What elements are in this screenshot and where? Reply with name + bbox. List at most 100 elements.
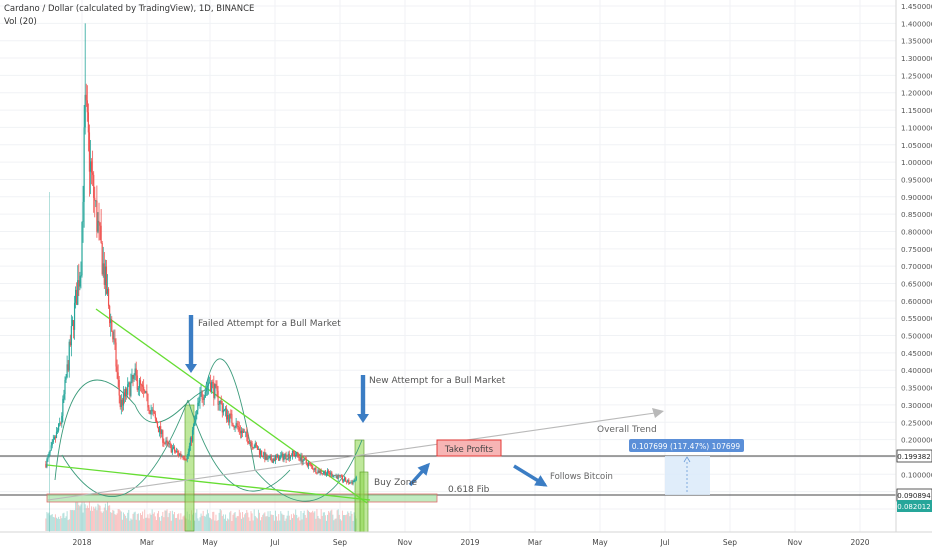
candle-body [161, 430, 163, 434]
volume-bar [149, 513, 151, 531]
volume-bar [319, 519, 321, 531]
volume-bar [122, 512, 124, 531]
candle-body [210, 382, 212, 392]
candle-body [225, 408, 228, 420]
volume-bar [146, 517, 148, 531]
volume-bar [72, 510, 74, 531]
volume-bar [51, 514, 53, 531]
volume-bar [248, 517, 250, 531]
volume-bar [327, 514, 329, 531]
volume-bar [256, 518, 258, 531]
candle-body [93, 174, 95, 198]
volume-bar [65, 516, 67, 531]
volume-bar [313, 512, 315, 531]
candle-body [76, 289, 78, 305]
price-tag-label: 0.090894 [897, 492, 931, 500]
volume-bar [170, 520, 172, 531]
time-axis[interactable]: 2018 Mar May Jul Sep Nov 2019 Mar May Jul Sep Nov 20… [0, 531, 932, 547]
volume-bar [183, 515, 185, 531]
volume-bar [278, 514, 280, 531]
volume-bar [48, 512, 50, 531]
volume-bar [87, 507, 89, 531]
volume-bar [156, 513, 158, 531]
y-tick-label: 1.450000 [901, 2, 932, 11]
candle-body [180, 453, 182, 456]
candle-body [282, 453, 284, 460]
candle-body [101, 242, 103, 275]
candle-body [227, 414, 229, 420]
candle-body [83, 127, 85, 202]
candle-body [196, 410, 198, 415]
volume-bar [196, 509, 198, 531]
candle-body [262, 455, 264, 457]
candle-body [51, 442, 53, 446]
candle-body [311, 464, 313, 467]
volume-bar [76, 502, 78, 531]
candle-body [139, 380, 142, 385]
y-tick-label: 0.400000 [901, 366, 932, 375]
volume-bar [232, 514, 234, 531]
price-axis[interactable]: 1.450000 1.400000 1.350000 1.300000 1.250000… [895, 0, 932, 532]
candle-body [295, 454, 297, 456]
candle-body [241, 430, 244, 433]
candle-body [333, 475, 335, 477]
volume-bar [110, 512, 112, 531]
volume-bar [95, 506, 97, 531]
candle-body [193, 424, 195, 430]
y-tick-label: 0.300000 [901, 401, 932, 410]
volume-bar [259, 512, 261, 531]
volume-bar [118, 509, 120, 531]
candle-body [287, 453, 289, 460]
candle-body [118, 379, 120, 396]
candle-body [336, 475, 338, 479]
candle-body [347, 479, 349, 483]
candle-body [290, 455, 293, 457]
volume-bar [86, 505, 88, 531]
candle-body [248, 442, 250, 444]
candle-body [297, 452, 299, 456]
candle-body [65, 377, 67, 380]
volume-bar [144, 509, 146, 531]
candle-body [199, 392, 201, 401]
candle-body [309, 463, 312, 465]
candle-body [220, 400, 222, 404]
volume-bar [167, 517, 169, 531]
candle-body [178, 452, 180, 456]
candle-body [275, 456, 278, 458]
candle-body [205, 387, 207, 392]
volume-bar [129, 520, 131, 531]
volume-bar [240, 518, 242, 531]
volume-bar [218, 512, 220, 531]
candle-body [323, 471, 325, 473]
volume-bar [341, 510, 343, 531]
candle-body [194, 421, 196, 425]
candle-body [121, 399, 123, 406]
volume-bar [55, 517, 57, 531]
volume-bar [112, 509, 114, 531]
candle-body [317, 470, 319, 474]
candle-body [320, 470, 322, 474]
volume-bar [107, 501, 109, 531]
candle-body [145, 391, 147, 393]
candle-body [304, 457, 306, 460]
volume-bar [263, 513, 265, 531]
candle-body [342, 480, 345, 482]
volume-bar [237, 516, 239, 531]
candle-body [306, 462, 308, 467]
volume-bar [173, 511, 175, 531]
candle-body [141, 384, 144, 387]
volume-indicator-label[interactable]: Vol (20) [4, 17, 37, 27]
volume-bar [351, 513, 353, 531]
volume-bar [226, 520, 228, 531]
candle-body [172, 446, 175, 449]
measure-arrowhead [683, 456, 691, 463]
y-tick-label: 0.250000 [901, 418, 932, 427]
candle-body [87, 112, 89, 133]
volume-bar [249, 520, 251, 531]
candle-body [63, 394, 65, 399]
candle-body [183, 458, 185, 459]
candle-body [151, 409, 153, 411]
volume-bar [283, 514, 285, 531]
candle-body [127, 384, 129, 395]
